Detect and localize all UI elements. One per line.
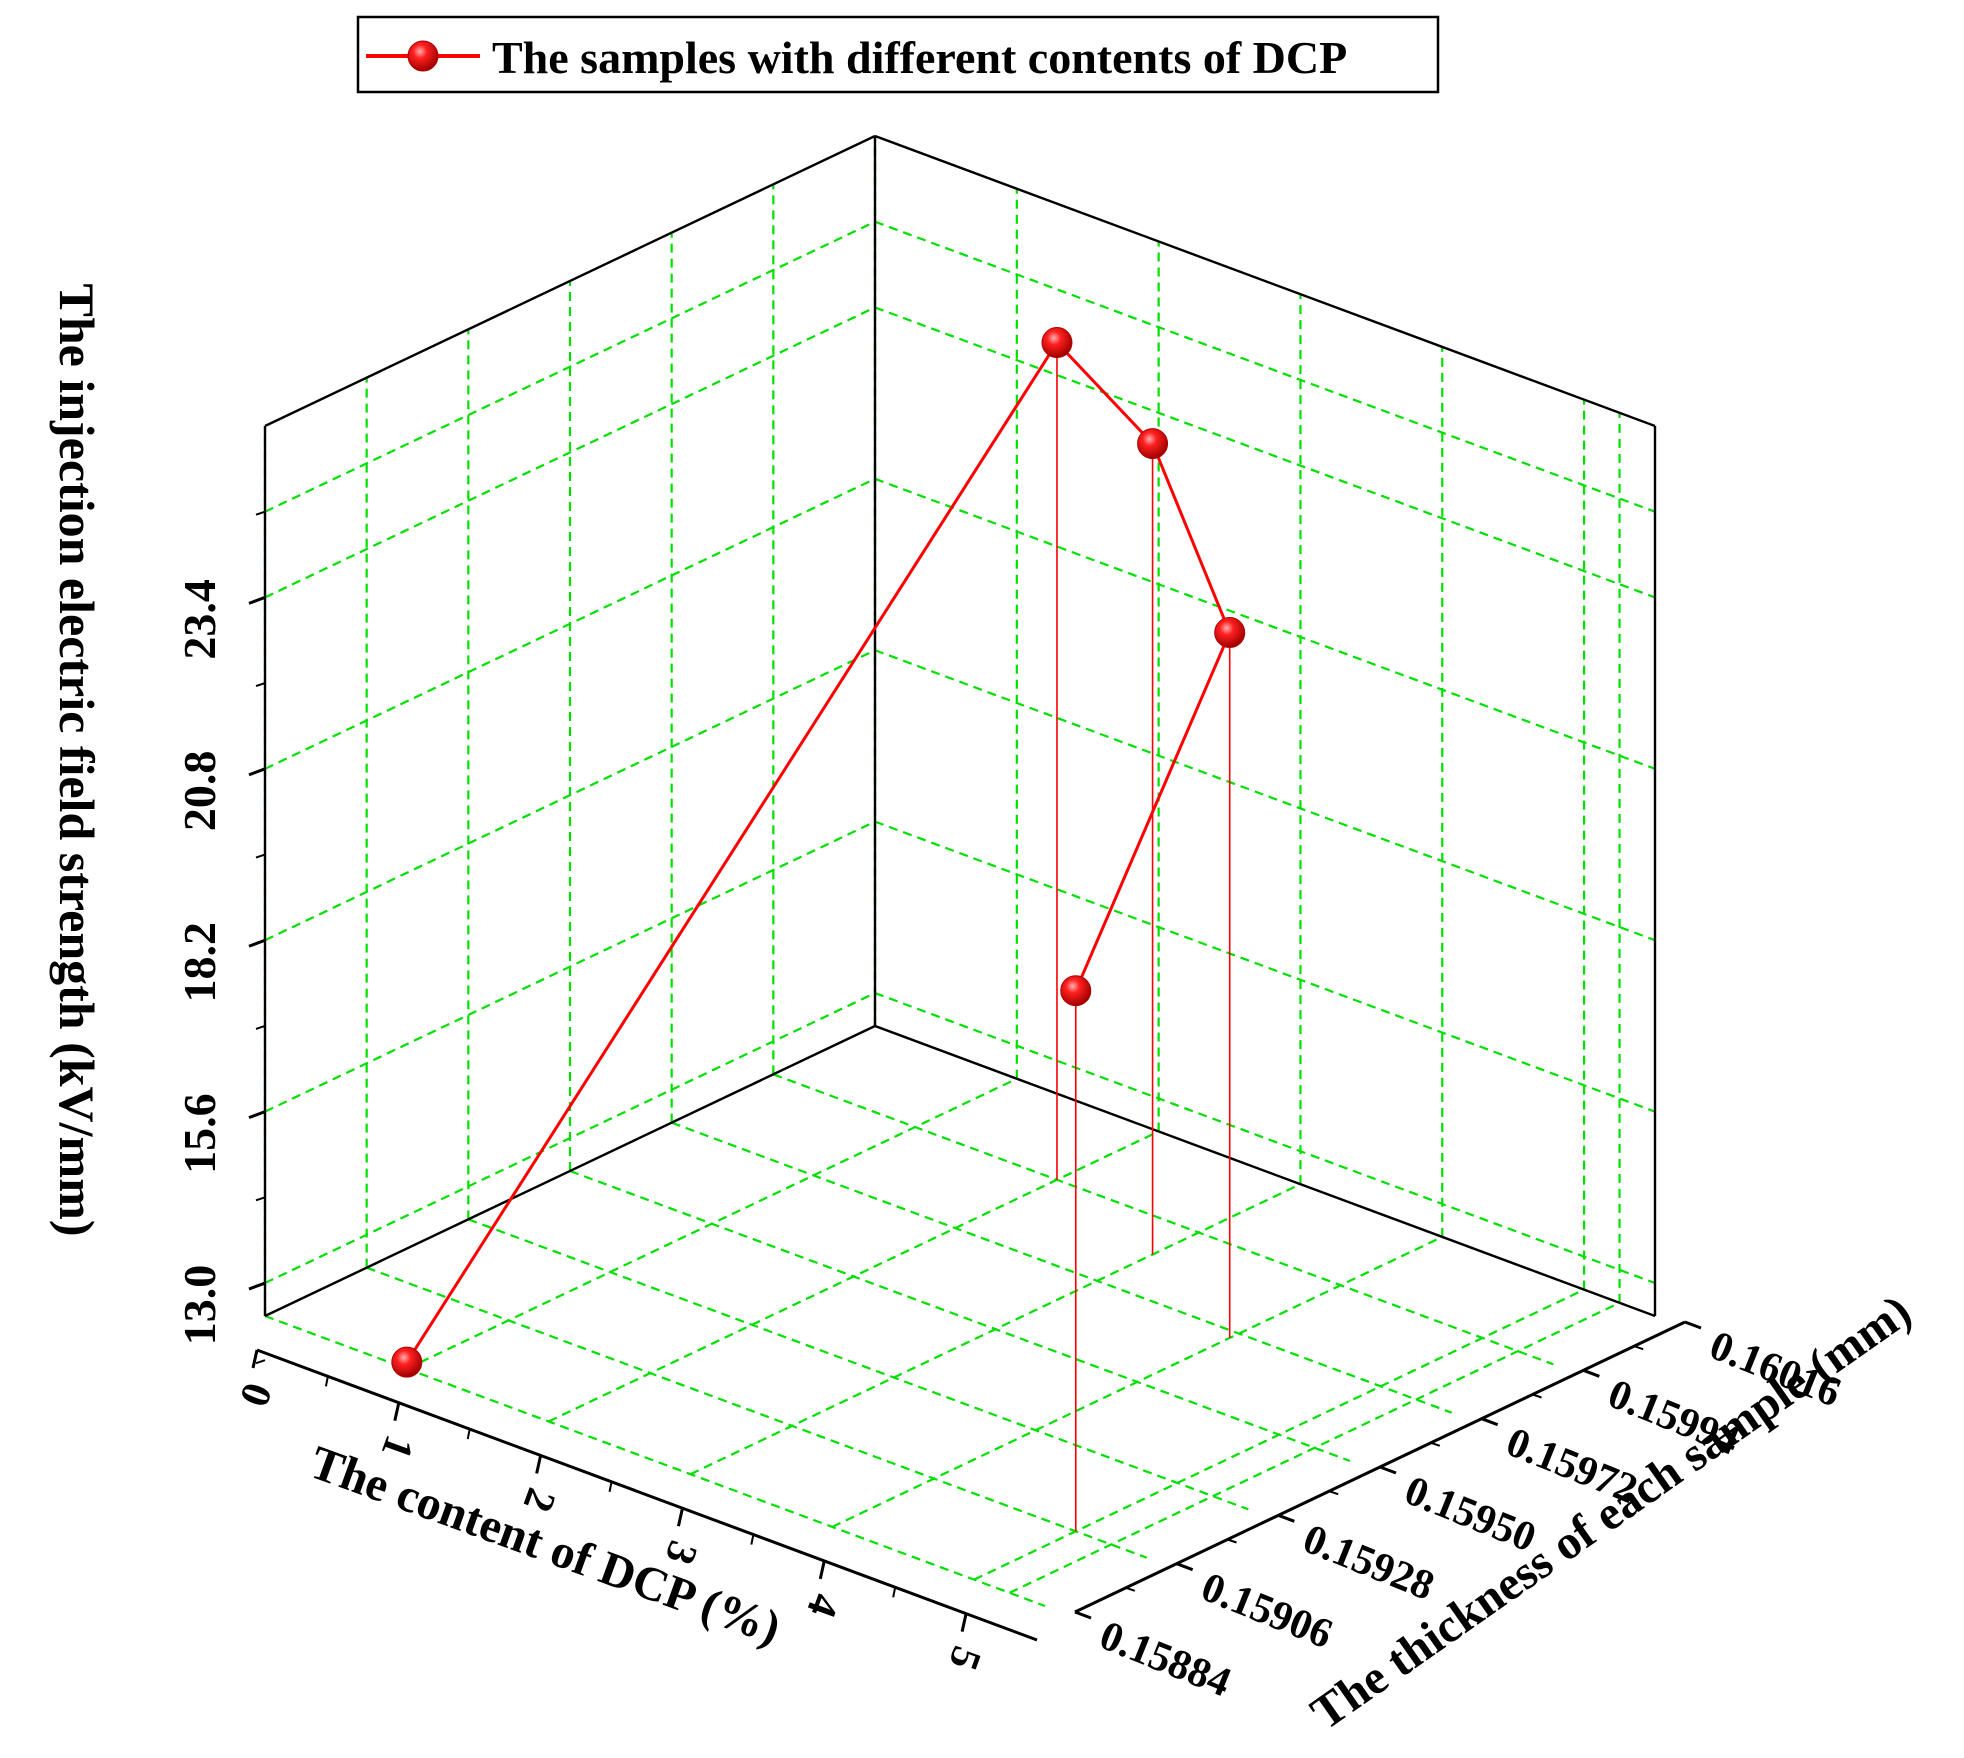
x-tick [676,1507,684,1527]
z-tick [248,938,266,948]
z-minor-tick [255,853,266,859]
z-tick [248,767,266,777]
right-wall-grid-hline [874,649,1656,942]
x-tick [535,1455,543,1474]
y-tick [1176,1562,1194,1572]
y-tick [1379,1465,1397,1475]
x-minor-tick [750,1534,755,1545]
x-minor-tick [892,1587,897,1598]
y-minor-tick [1125,1586,1136,1592]
y-tick [1277,1513,1295,1523]
floor-left-edge [264,1024,876,1318]
left-wall-grid-hline [264,477,876,770]
left-wall-grid-hline [264,820,876,1113]
z-tick-label: 13.0 [174,1265,225,1346]
x-tick-label: 5 [939,1640,989,1675]
floor-grid-y-line [467,1218,1249,1511]
x-tick [818,1560,826,1580]
z-tick [248,1281,266,1291]
y-minor-tick [1227,1538,1237,1544]
top-right-edge [874,134,1656,428]
data-point-marker [1041,327,1073,359]
z-minor-tick [255,1024,266,1030]
y-tick [1684,1320,1702,1330]
y-minor-tick [1430,1441,1441,1447]
data-point-marker [1137,428,1169,460]
z-tick-label: 15.6 [174,1093,225,1174]
left-wall-grid-hline [264,649,876,942]
left-wall-grid-hline [264,992,876,1285]
z-tick [248,1110,266,1120]
legend-box [356,15,1440,94]
z-tick-label: 20.8 [174,751,225,832]
x-axis-title: The content of DCP (%) [303,1436,787,1655]
z-tick [248,596,266,605]
z-minor-tick [255,1196,266,1202]
data-point-marker [391,1346,423,1378]
right-wall-grid-hline [874,820,1656,1113]
y-minor-tick [1633,1345,1644,1351]
y-tick [1481,1417,1499,1427]
legend-marker-swatch [407,40,439,72]
x-tick [960,1613,968,1632]
x-tick [393,1402,401,1422]
floor-grid-y-line [366,1266,1148,1559]
y-tick-label: 0.15928 [1297,1516,1441,1610]
x-tick-label: 0 [230,1377,280,1412]
y-minor-tick [1532,1393,1542,1399]
z-axis-title: The injection electric field strength (k… [49,283,105,1236]
y-tick-label: 0.15906 [1195,1564,1339,1658]
y-tick [1582,1368,1600,1378]
y-tick-label: 0.15884 [1093,1613,1237,1707]
floor-grid-y-line [671,1121,1453,1414]
legend-label: The samples with different contents of D… [492,32,1347,83]
right-wall-grid-hline [874,477,1656,770]
z-minor-tick [255,1359,266,1365]
x-tick-label: 4 [797,1588,847,1623]
data-point-marker [1060,975,1092,1007]
right-wall-grid-hline [874,992,1656,1285]
left-wall-grid-hline [264,306,876,599]
z-minor-tick [255,682,266,688]
top-left-edge [264,134,876,428]
z-tick-label: 23.4 [174,579,225,660]
left-wall-grid-hline [264,220,876,513]
floor-grid-y-line [569,1169,1351,1463]
x-minor-tick [466,1428,471,1440]
series-line [405,340,1232,1363]
floor-back-edge [874,1024,1656,1318]
y-tick [1074,1610,1092,1620]
data-point-marker [1214,617,1246,649]
x-minor-tick [608,1481,613,1493]
x-axis-line [256,1348,1038,1642]
x-minor-tick [324,1376,329,1387]
x-tick [251,1349,259,1369]
right-wall-grid-hline [874,306,1656,599]
y-axis-title: The thickness of each sample (mm) [1302,1285,1921,1741]
y-minor-tick [1328,1490,1339,1496]
floor-grid-x-line [1009,1301,1621,1594]
z-tick-label: 18.2 [174,922,225,1003]
right-wall-grid-hline [874,220,1656,513]
floor-grid-y-line [772,1073,1554,1366]
z-minor-tick [255,510,266,516]
